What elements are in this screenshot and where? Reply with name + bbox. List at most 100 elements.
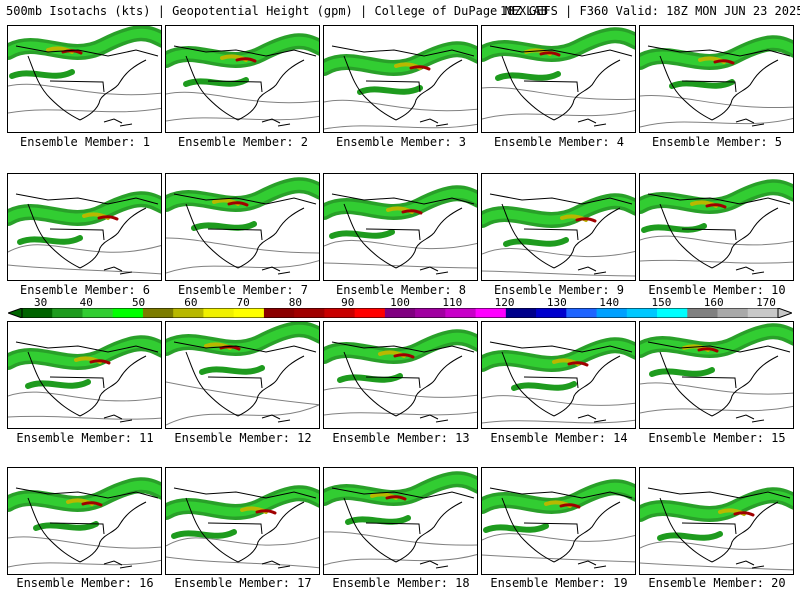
colorbar-swatch (173, 308, 204, 318)
country-border (489, 193, 633, 205)
coastline (79, 59, 147, 121)
isotach-band (482, 196, 635, 225)
coastline (553, 207, 621, 269)
isotach-band (357, 85, 423, 95)
coastline (27, 351, 81, 417)
ensemble-member-label: Ensemble Member: 13 (332, 431, 470, 445)
coastline (711, 355, 779, 417)
ensemble-map-panel (7, 173, 162, 281)
header-product-title: 500mb Isotachs (kts) | Geopotential Heig… (6, 4, 548, 18)
country-border (365, 376, 421, 389)
map-canvas (482, 193, 635, 277)
coastline (103, 414, 133, 423)
map-canvas (166, 177, 319, 275)
colorbar-swatch (52, 308, 83, 318)
height-contour (482, 247, 635, 258)
height-contour (166, 404, 319, 426)
isotach-band (324, 474, 477, 503)
ensemble-member-label: Ensemble Member: 1 (19, 135, 151, 149)
ensemble-map-panel (481, 173, 636, 281)
height-contour (482, 109, 635, 120)
country-border (15, 341, 159, 353)
country-border (331, 341, 475, 353)
colorbar-swatch (203, 308, 235, 318)
colorbar-swatch (384, 308, 416, 318)
country-border (681, 376, 737, 389)
ensemble-map-panel (323, 467, 478, 575)
country-border (647, 487, 791, 499)
height-contour (8, 264, 161, 275)
country-border (173, 45, 317, 57)
isotach-band (324, 188, 477, 217)
coastline (343, 497, 397, 563)
colorbar-tick-label: 90 (341, 296, 355, 309)
map-canvas (640, 487, 793, 571)
isotach-core (97, 215, 119, 221)
height-contour (640, 235, 793, 246)
coastline (237, 355, 305, 417)
colorbar-swatch (112, 308, 144, 318)
ensemble-map-panel (639, 173, 794, 281)
colorbar-swatch (505, 308, 537, 318)
coastline (27, 203, 81, 269)
isotach-band (657, 531, 723, 541)
isotach-core (575, 217, 597, 223)
isotach-band (324, 44, 477, 73)
colorbar-swatch (263, 308, 295, 318)
isotach-band (503, 237, 569, 247)
coastline (261, 266, 291, 275)
coastline (185, 497, 239, 563)
map-canvas (8, 191, 161, 275)
map-canvas (324, 185, 477, 275)
height-contour (640, 259, 793, 264)
coastline (185, 351, 239, 417)
ensemble-map-panel (7, 467, 162, 575)
height-contour (166, 91, 319, 104)
colorbar-tick-label: 50 (131, 296, 146, 309)
isotach-core (697, 347, 719, 353)
map-header: 500mb Isotachs (kts) | Geopotential Heig… (0, 0, 800, 22)
ensemble-map-panel (639, 25, 794, 133)
colorbar-max-arrow (777, 308, 792, 318)
ensemble-member-label: Ensemble Member: 9 (493, 283, 625, 297)
colorbar-swatch (233, 308, 265, 318)
isotach-band (649, 367, 715, 377)
colorbar-swatch (142, 308, 174, 318)
country-border (647, 45, 791, 57)
isotach-core (567, 361, 589, 367)
coastline (395, 501, 463, 563)
ensemble-map-panel (7, 25, 162, 133)
isotach-band (640, 490, 793, 519)
ensemble-member-label: Ensemble Member: 16 (16, 576, 154, 590)
isotach-band (482, 30, 635, 59)
colorbar-swatch (717, 308, 749, 318)
country-border (489, 487, 633, 499)
height-contour (482, 395, 635, 406)
height-contour (482, 554, 635, 563)
ensemble-member-label: Ensemble Member: 10 (648, 283, 786, 297)
colorbar-swatch (445, 308, 477, 318)
colorbar-swatch (536, 308, 567, 318)
coastline (735, 266, 765, 275)
ensemble-member-label: Ensemble Member: 5 (651, 135, 783, 149)
height-contour (166, 381, 319, 406)
coastline (419, 560, 449, 569)
colorbar-swatch (687, 308, 719, 318)
coastline (27, 55, 81, 121)
isotach-core (385, 495, 407, 501)
country-border (207, 80, 263, 93)
isotach-band (8, 194, 161, 223)
height-contour (8, 107, 161, 114)
map-canvas (166, 33, 319, 127)
colorbar-swatch (747, 308, 779, 318)
coastline (501, 351, 555, 417)
isotach-band (166, 36, 319, 65)
height-contour (640, 382, 793, 395)
isotach-band (166, 324, 319, 353)
isotach-band (33, 521, 99, 531)
isotach-core (89, 359, 111, 365)
isotach-core (227, 201, 249, 207)
country-border (331, 487, 475, 499)
height-contour (324, 239, 477, 250)
isotach-band (329, 229, 395, 239)
